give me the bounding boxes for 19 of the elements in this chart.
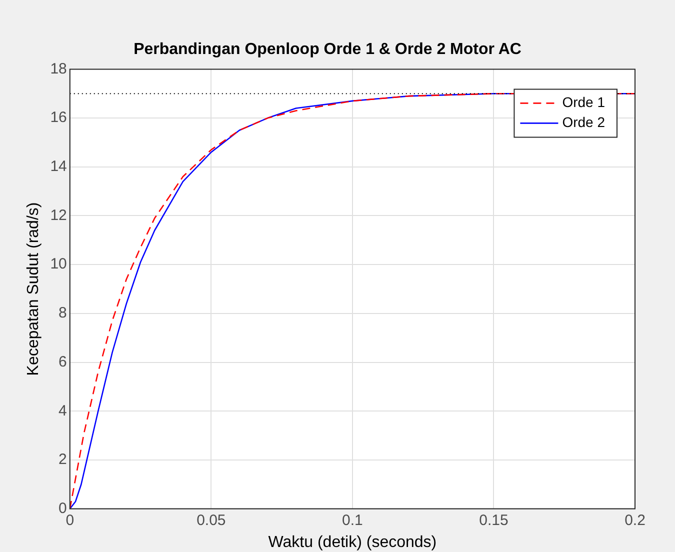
chart-title: Perbandingan Openloop Orde 1 & Orde 2 Motor AC — [134, 41, 522, 58]
y-tick-label: 10 — [50, 256, 67, 273]
x-tick-label: 0.2 — [624, 512, 646, 529]
y-tick-label: 6 — [58, 353, 67, 370]
y-tick-label: 2 — [58, 451, 67, 468]
legend-label: Orde 2 — [562, 114, 606, 130]
x-tick-label: 0.1 — [342, 512, 363, 529]
y-tick-label: 8 — [58, 304, 67, 322]
y-tick-label: 4 — [58, 402, 67, 420]
y-tick-label: 18 — [50, 60, 67, 78]
y-tick-label: 0 — [58, 500, 67, 517]
x-tick-label: 0.15 — [479, 512, 508, 529]
legend-label: Orde 1 — [562, 94, 606, 110]
y-tick-label: 16 — [50, 109, 67, 126]
y-axis-title: Kecepatan Sudut (rad/s) — [25, 202, 42, 376]
x-tick-label: 0.05 — [196, 512, 226, 529]
x-axis-title: Waktu (detik) (seconds) — [268, 534, 437, 551]
y-tick-label: 14 — [50, 158, 67, 176]
y-tick-label: 12 — [50, 206, 67, 224]
